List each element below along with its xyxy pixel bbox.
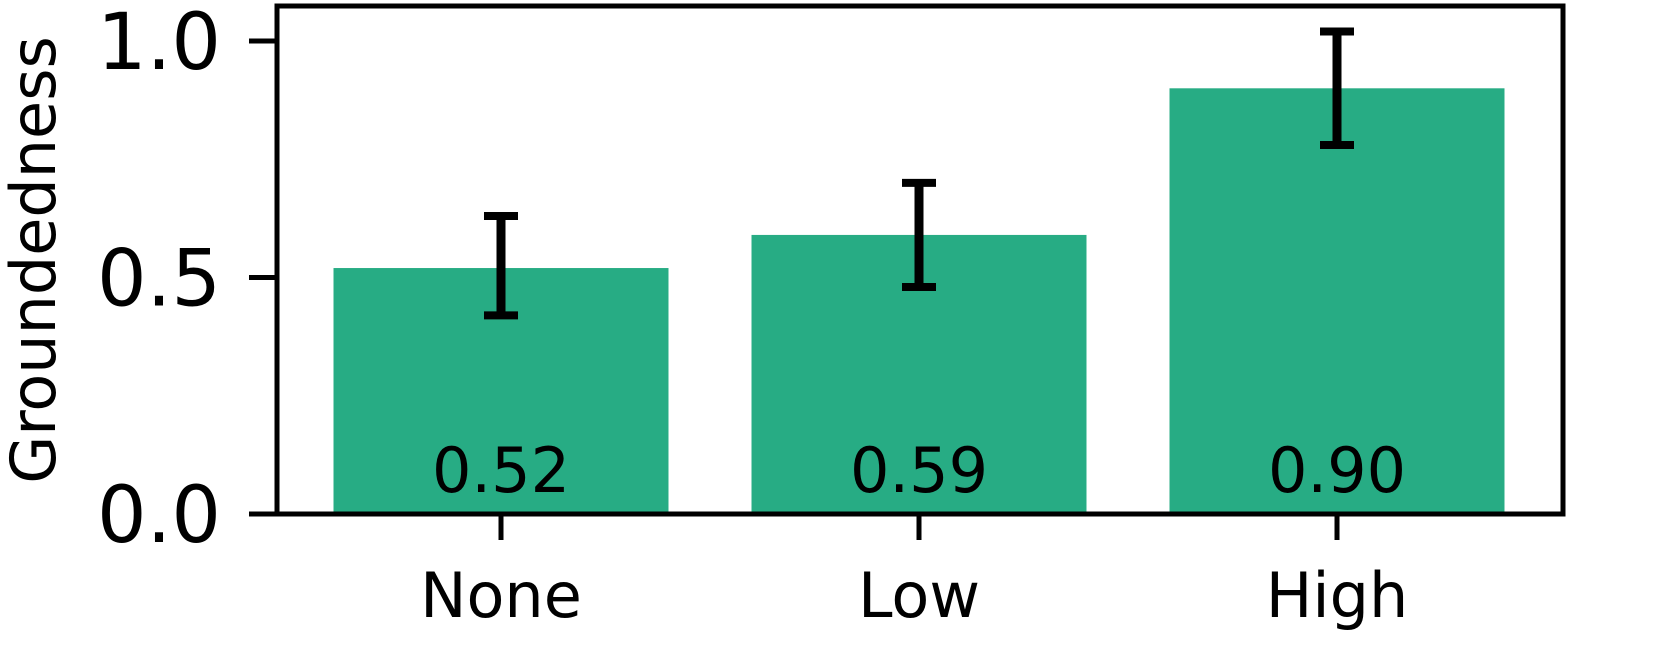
data-labels-layer: 0.52 0.59 0.90 bbox=[432, 434, 1406, 507]
x-tick-label-low: Low bbox=[858, 559, 980, 632]
data-label-low: 0.59 bbox=[850, 434, 988, 507]
data-label-none: 0.52 bbox=[432, 434, 570, 507]
error-bars-layer bbox=[484, 27, 1354, 320]
x-axis: None Low High bbox=[420, 514, 1408, 632]
y-axis-label: Groundedness bbox=[0, 36, 70, 484]
data-label-high: 0.90 bbox=[1268, 434, 1406, 507]
y-tick-label: 0.5 bbox=[97, 235, 221, 325]
error-bar-low bbox=[902, 178, 936, 291]
x-tick-label-none: None bbox=[420, 559, 582, 632]
bar-high bbox=[1169, 88, 1505, 515]
error-bar-high bbox=[1320, 27, 1354, 150]
error-bar-none bbox=[484, 212, 518, 320]
y-tick-label: 1.0 bbox=[97, 0, 221, 88]
y-axis: 0.0 0.5 1.0 bbox=[97, 0, 277, 561]
y-tick-label: 0.0 bbox=[97, 471, 221, 561]
x-tick-label-high: High bbox=[1266, 559, 1409, 632]
